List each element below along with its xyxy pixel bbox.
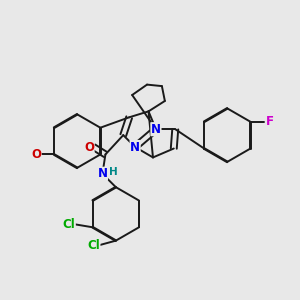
Text: Cl: Cl [62,218,75,231]
Text: F: F [266,115,274,128]
Text: N: N [130,140,140,154]
Text: N: N [151,123,161,136]
Text: O: O [84,140,94,154]
Text: H: H [109,167,118,177]
Text: N: N [98,167,107,180]
Text: Cl: Cl [87,238,100,252]
Text: O: O [31,148,41,161]
